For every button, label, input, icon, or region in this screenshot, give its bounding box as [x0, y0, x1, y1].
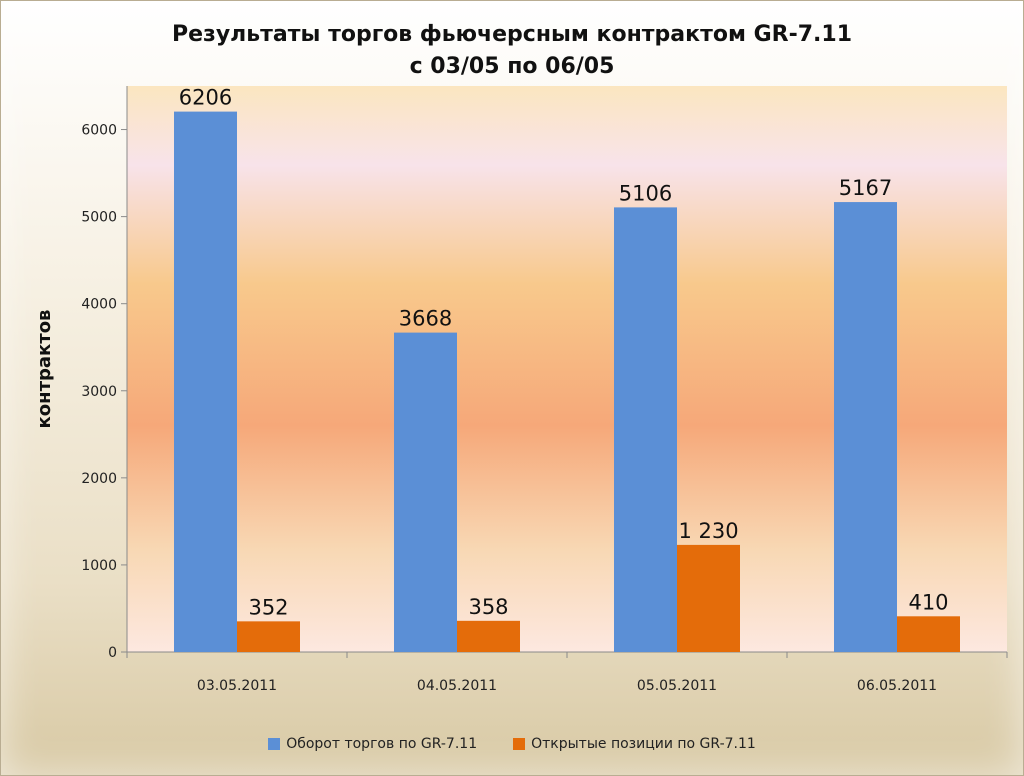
- data-label: 358: [468, 595, 508, 619]
- legend-swatch-open-positions: [513, 738, 526, 750]
- y-tick-label: 4000: [81, 297, 117, 313]
- legend: Оборот торгов по GR-7.11 Открытые позици…: [0, 736, 1024, 752]
- chart-subtitle: с 03/05 по 06/05: [409, 54, 615, 79]
- chart-title: Результаты торгов фьючерсным контрактом …: [171, 22, 852, 47]
- bar-turnover: [614, 207, 677, 652]
- y-tick-label: 6000: [81, 123, 117, 139]
- data-label: 410: [908, 590, 948, 614]
- x-tick-label: 03.05.2011: [197, 678, 277, 694]
- y-tick-label: 0: [108, 645, 117, 661]
- data-label: 5167: [839, 176, 892, 200]
- legend-swatch-turnover: [268, 738, 281, 750]
- data-label: 3668: [399, 307, 452, 331]
- x-tick-label: 06.05.2011: [857, 678, 937, 694]
- data-label: 352: [248, 595, 288, 619]
- legend-item-turnover: Оборот торгов по GR-7.11: [268, 736, 477, 752]
- bar-open-positions: [457, 620, 520, 652]
- y-tick-label: 3000: [81, 384, 117, 400]
- bar-turnover: [394, 332, 457, 652]
- data-label: 1 230: [678, 519, 738, 543]
- data-label: 6206: [179, 86, 232, 110]
- bar-turnover: [834, 202, 897, 652]
- legend-item-open-positions: Открытые позиции по GR-7.11: [513, 736, 756, 752]
- bar-turnover: [174, 111, 237, 653]
- y-tick-label: 2000: [81, 471, 117, 487]
- bar-open-positions: [677, 544, 740, 652]
- x-tick-label: 04.05.2011: [417, 678, 497, 694]
- legend-label-open-positions: Открытые позиции по GR-7.11: [531, 736, 756, 752]
- bar-open-positions: [237, 621, 300, 652]
- y-tick-label: 5000: [81, 210, 117, 226]
- y-tick-label: 1000: [81, 558, 117, 574]
- legend-label-turnover: Оборот торгов по GR-7.11: [286, 736, 478, 752]
- data-label: 5106: [619, 181, 672, 205]
- bar-open-positions: [897, 616, 960, 652]
- x-tick-label: 05.05.2011: [637, 678, 717, 694]
- y-axis-label: контрактов: [34, 310, 55, 429]
